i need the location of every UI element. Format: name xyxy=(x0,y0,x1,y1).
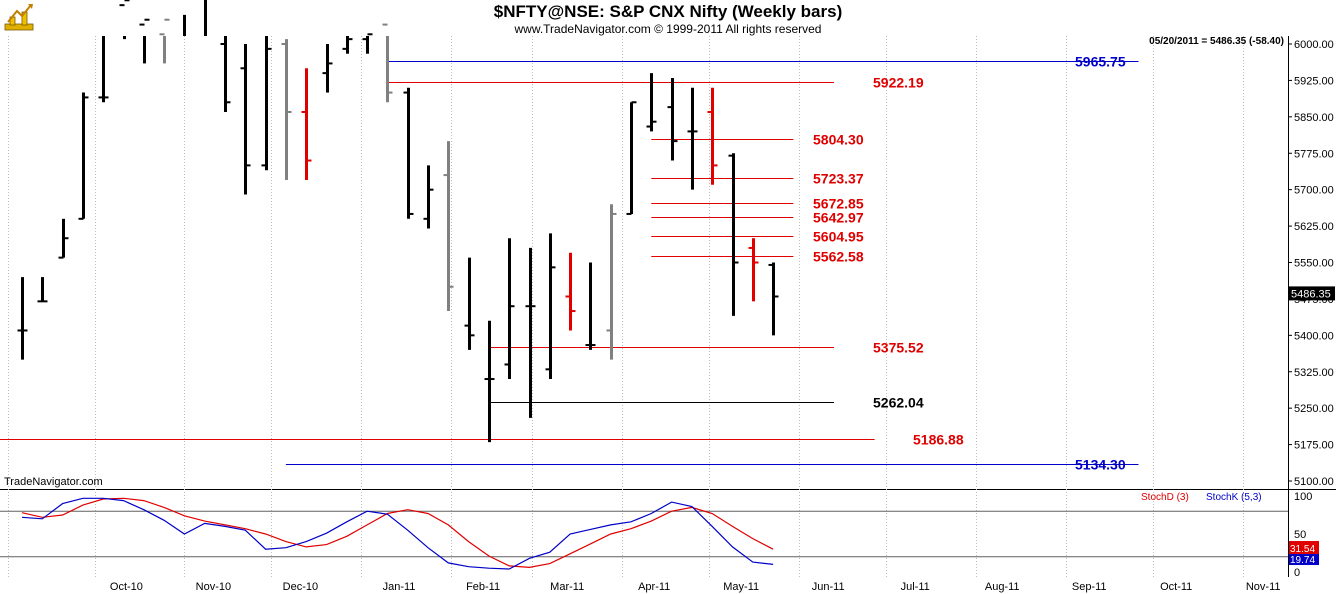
level-label: 5642.97 xyxy=(813,210,864,226)
level-label: 5922.19 xyxy=(873,75,924,91)
copyright-text: www.TradeNavigator.com © 1999-2011 All r… xyxy=(514,22,822,36)
level-label: 5672.85 xyxy=(813,196,864,212)
brand-text: TradeNavigator.com xyxy=(4,476,103,488)
y-tick-label: 5325.00 xyxy=(1294,367,1334,379)
stoch-k-value: 19.74 xyxy=(1290,555,1315,566)
x-tick-label: May-11 xyxy=(723,581,759,593)
y-tick-label: 5400.00 xyxy=(1294,330,1334,342)
trade-navigator-logo-icon xyxy=(4,4,34,31)
y-tick-label: 5100.00 xyxy=(1294,476,1334,488)
osc-y-tick-label: 100 xyxy=(1294,491,1312,503)
osc-y-tick-label: 50 xyxy=(1294,529,1306,541)
osc-y-tick-label: 0 xyxy=(1294,567,1300,579)
y-tick-label: 5700.00 xyxy=(1294,185,1334,197)
level-label: 5723.37 xyxy=(813,171,864,187)
current-price-box xyxy=(1289,286,1335,301)
level-label: 5262.04 xyxy=(873,395,924,411)
x-tick-label: Nov-10 xyxy=(196,581,231,593)
level-label: 5804.30 xyxy=(813,132,864,148)
stoch-k-value-box xyxy=(1289,554,1319,566)
legend-stoch-k: StochK (5,3) xyxy=(1206,492,1262,503)
y-tick-label: 5550.00 xyxy=(1294,258,1334,270)
x-tick-label: Oct-10 xyxy=(110,581,143,593)
x-tick-label: Apr-11 xyxy=(638,581,670,593)
level-label: 5375.52 xyxy=(873,340,924,356)
osc-line xyxy=(21,497,774,569)
y-tick-label: 5775.00 xyxy=(1294,148,1334,160)
legend-stoch-d: StochD (3) xyxy=(1141,492,1189,503)
y-tick-label: 5250.00 xyxy=(1294,403,1334,415)
osc-line xyxy=(21,497,774,570)
x-tick-label: Jun-11 xyxy=(812,581,845,593)
last-quote: 05/20/2011 = 5486.35 (-58.40) xyxy=(1149,36,1284,47)
level-label: 5965.75 xyxy=(1075,54,1126,70)
level-label: 5134.30 xyxy=(1075,457,1126,473)
x-tick-label: Mar-11 xyxy=(550,581,584,593)
y-tick-label: 5175.00 xyxy=(1294,440,1334,452)
x-tick-label: Aug-11 xyxy=(985,581,1020,593)
x-tick-label: Jan-11 xyxy=(383,581,416,593)
y-tick-label: 5850.00 xyxy=(1294,112,1334,124)
x-tick-label: Jul-11 xyxy=(901,581,930,593)
level-label: 5186.88 xyxy=(913,432,964,448)
y-tick-label: 5625.00 xyxy=(1294,221,1334,233)
x-tick-label: Oct-11 xyxy=(1160,581,1192,593)
y-tick-label: 6000.00 xyxy=(1294,39,1334,51)
x-tick-label: Dec-10 xyxy=(283,581,318,593)
x-tick-label: Sep-11 xyxy=(1072,581,1107,593)
x-tick-label: Feb-11 xyxy=(466,581,500,593)
level-label: 5562.58 xyxy=(813,249,864,265)
stoch-d-value: 31.54 xyxy=(1290,544,1315,555)
y-tick-label: 5925.00 xyxy=(1294,75,1334,87)
current-price-label: 5486.35 xyxy=(1291,288,1331,300)
x-tick-label: Nov-11 xyxy=(1246,581,1281,593)
chart-title: $NFTY@NSE: S&P CNX Nifty (Weekly bars) xyxy=(493,2,843,21)
stoch-d-value-box xyxy=(1289,541,1319,555)
level-label: 5604.95 xyxy=(813,229,864,245)
